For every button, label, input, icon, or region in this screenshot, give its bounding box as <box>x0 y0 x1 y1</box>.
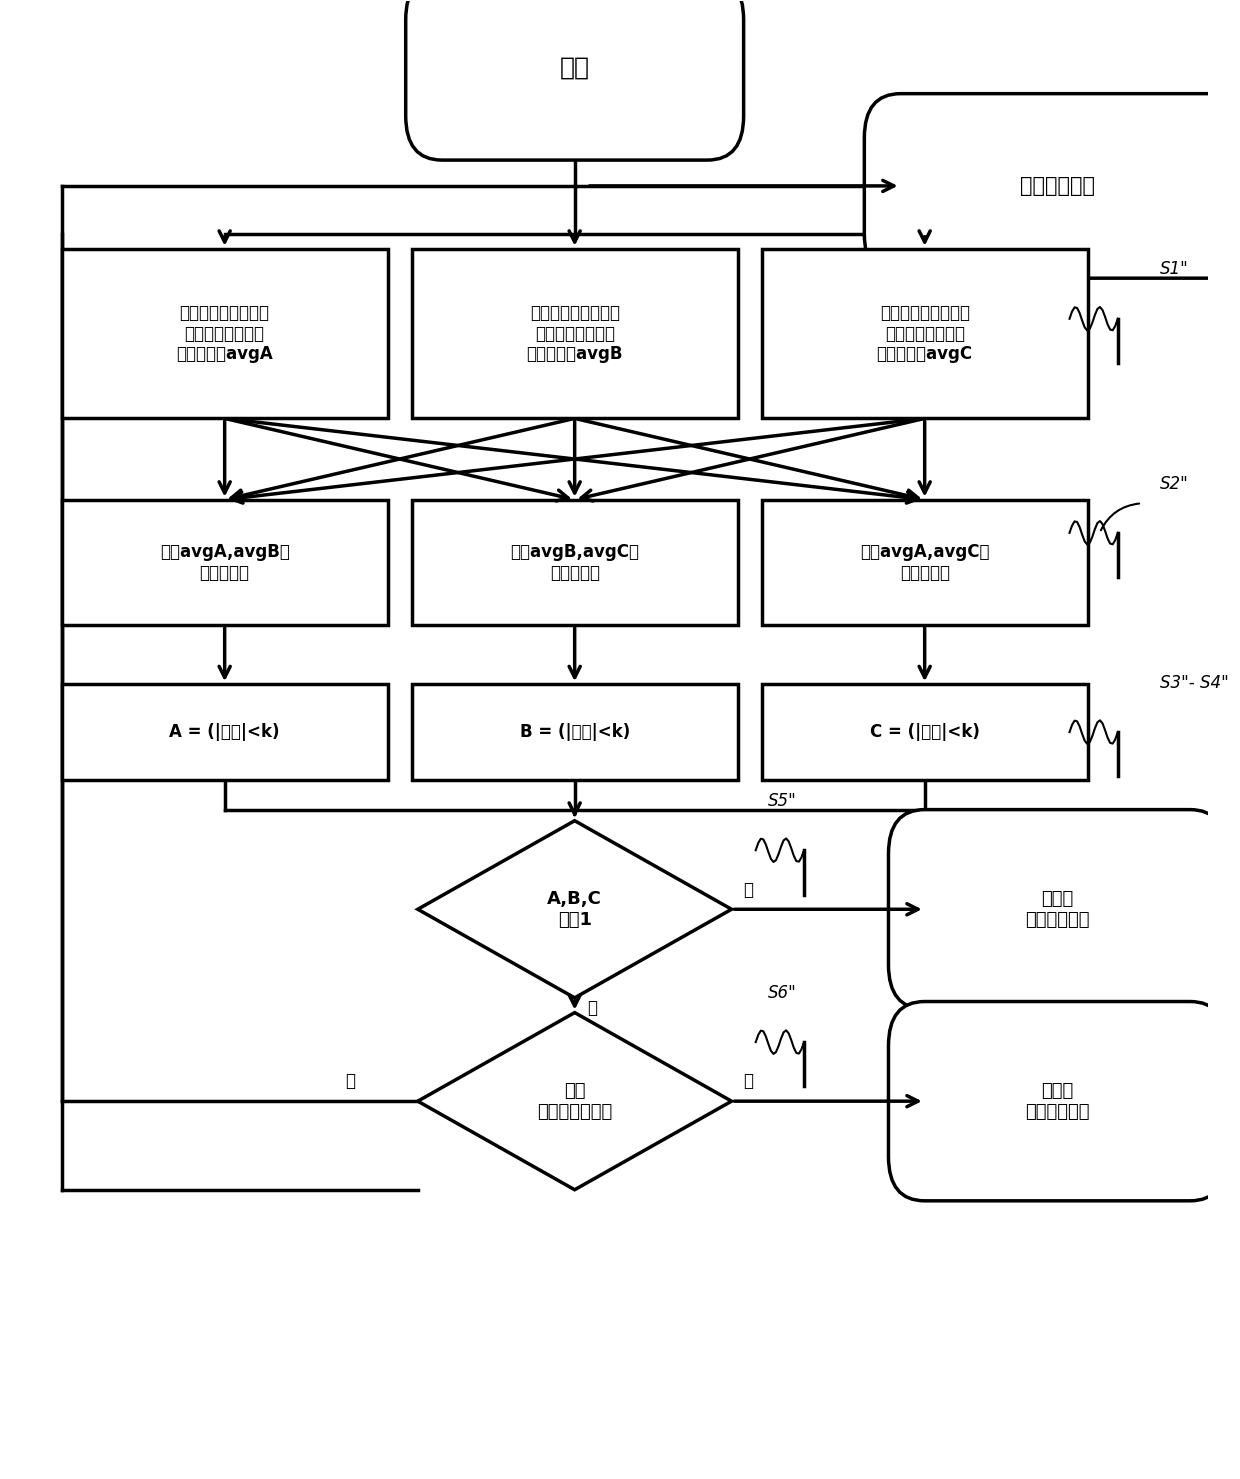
Text: S6": S6" <box>768 984 796 1001</box>
FancyBboxPatch shape <box>405 0 744 160</box>
Text: S3"- S4": S3"- S4" <box>1161 674 1229 692</box>
Text: 加入数据（平均后）
结合之前的数据，
更新平均值avgB: 加入数据（平均后） 结合之前的数据， 更新平均值avgB <box>527 303 622 364</box>
Bar <box>62 500 388 626</box>
Text: 开始: 开始 <box>559 56 590 80</box>
Text: 达到
最大迭代次数？: 达到 最大迭代次数？ <box>537 1081 613 1121</box>
Text: 有信号
停止数据采集: 有信号 停止数据采集 <box>1025 890 1090 929</box>
Polygon shape <box>418 1013 732 1189</box>
Text: 计算avgA,avgC的
互相关函数: 计算avgA,avgC的 互相关函数 <box>859 543 990 581</box>
Text: 加入数据（平均后）
结合之前的数据，
更新平均值avgA: 加入数据（平均后） 结合之前的数据， 更新平均值avgA <box>176 303 273 364</box>
Bar <box>412 500 738 626</box>
Bar <box>412 685 738 779</box>
Text: 设备采集数据: 设备采集数据 <box>1021 176 1095 195</box>
Bar <box>761 500 1087 626</box>
Text: S5": S5" <box>768 791 796 810</box>
FancyBboxPatch shape <box>864 93 1240 278</box>
Text: 加入数据（平均后）
结合之前的数据，
更新平均值avgC: 加入数据（平均后） 结合之前的数据， 更新平均值avgC <box>877 303 972 364</box>
Text: 是: 是 <box>744 880 754 899</box>
Text: 否: 否 <box>346 1072 356 1090</box>
Bar <box>62 685 388 779</box>
Bar <box>761 248 1087 419</box>
Bar <box>412 248 738 419</box>
Text: S1": S1" <box>1161 260 1189 278</box>
Text: 计算avgA,avgB的
互相关函数: 计算avgA,avgB的 互相关函数 <box>160 543 290 581</box>
Text: A,B,C
都为1: A,B,C 都为1 <box>547 890 603 929</box>
Polygon shape <box>418 821 732 998</box>
Text: B = (|时滞|<k): B = (|时滞|<k) <box>520 723 630 741</box>
Text: 有信号
停止数据采集: 有信号 停止数据采集 <box>1025 1081 1090 1121</box>
Bar <box>761 685 1087 779</box>
Text: C = (|时滞|<k): C = (|时滞|<k) <box>869 723 980 741</box>
FancyBboxPatch shape <box>889 1001 1226 1201</box>
Text: 否: 否 <box>587 998 596 1016</box>
Text: 计算avgB,avgC的
互相关函数: 计算avgB,avgC的 互相关函数 <box>510 543 639 581</box>
Text: 是: 是 <box>744 1072 754 1090</box>
Text: A = (|时滞|<k): A = (|时滞|<k) <box>170 723 280 741</box>
Bar <box>62 248 388 419</box>
Text: S2": S2" <box>1161 475 1189 493</box>
FancyBboxPatch shape <box>889 809 1226 1009</box>
